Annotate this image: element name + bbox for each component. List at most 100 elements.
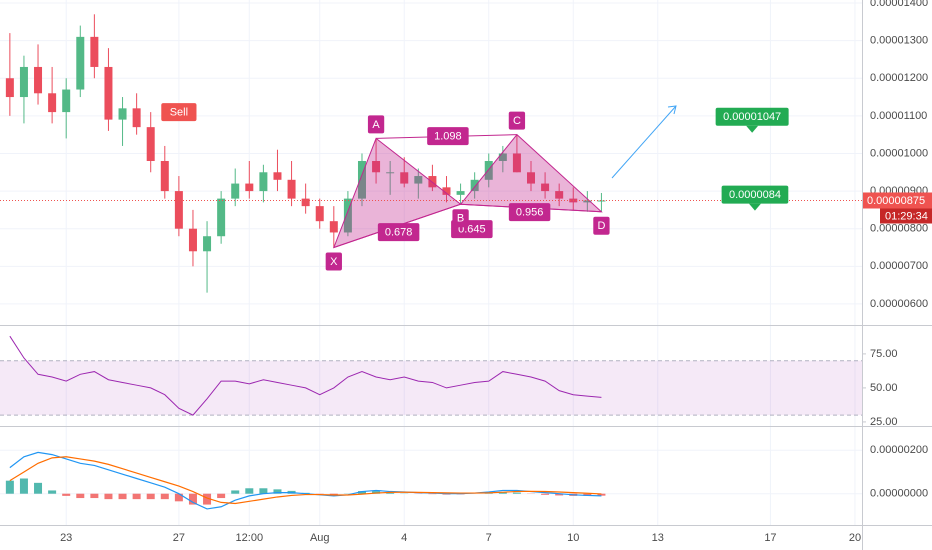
histogram-bar (48, 490, 57, 494)
candle-body (386, 172, 395, 174)
candle-body (188, 228, 197, 252)
candle-body (315, 206, 324, 222)
candle-body (90, 36, 99, 67)
histogram-bar (90, 493, 99, 499)
y-tick-label: 0.00001000 (870, 147, 928, 159)
candle-body (146, 127, 155, 161)
histogram-bar (203, 493, 212, 505)
y-tick-label: 50.00 (870, 382, 898, 394)
pattern-ratio-box (377, 223, 420, 242)
x-tick-label: 10 (567, 532, 579, 544)
labels: 23 27 12:00 Aug 4 7 10 13 17 20 0.00000600 0.000007… (60, 0, 932, 544)
candle-body (456, 191, 465, 195)
candle-body (160, 160, 169, 192)
candle-body (400, 172, 409, 184)
y-tick-label: 0.00000200 (870, 444, 928, 456)
candle-body (583, 200, 592, 203)
candle-body (104, 66, 113, 120)
histogram-bar (498, 491, 507, 494)
target-label: 0.0000084 (729, 189, 781, 201)
pattern-point-box (593, 216, 610, 235)
candle-body (5, 78, 14, 98)
x-tick-label: 23 (60, 532, 72, 544)
candle-body (62, 89, 71, 113)
target-label: 0.00001047 (723, 111, 781, 123)
histogram-bar (386, 492, 395, 494)
candle-body (329, 221, 338, 233)
y-tick-label: 0.00001200 (870, 72, 928, 84)
histogram-bar (597, 493, 606, 496)
histogram-bar (5, 480, 14, 494)
macd-line (9, 456, 602, 505)
histogram-bar (231, 490, 240, 494)
rsi-line (9, 335, 602, 416)
y-tick-label: 0.00001100 (870, 110, 927, 122)
pattern-point-box (325, 252, 342, 271)
pattern-ratio: 1.098 (434, 131, 462, 143)
pattern-ratio: 0.678 (385, 226, 413, 238)
countdown-box (880, 208, 932, 224)
candle-body (34, 66, 43, 94)
pattern-point: X (330, 256, 338, 268)
y-tick-label: 0.00001400 (870, 0, 928, 9)
target-pointer (746, 125, 759, 133)
pattern-point: D (597, 220, 605, 232)
histogram-bar (541, 493, 550, 495)
candle-body (245, 183, 254, 192)
pattern-point-box (508, 111, 526, 130)
x-tick-label: Aug (310, 532, 330, 544)
x-tick-label: 13 (652, 532, 664, 544)
candle-body (527, 172, 536, 184)
pattern-point: C (513, 115, 521, 127)
pattern-point: A (372, 119, 380, 131)
candle-body (301, 198, 310, 207)
histogram-bar (329, 493, 338, 495)
candle-body (498, 153, 507, 161)
y-tick-label: 25.00 (870, 416, 898, 428)
candle-body (76, 36, 85, 90)
candle-body (19, 66, 28, 98)
last-price-label: 0.00000875 (867, 195, 925, 207)
pattern-ratio-box (427, 127, 469, 146)
target-label-box (721, 185, 789, 204)
candle-body (259, 172, 268, 192)
sell-signal: Sell (170, 107, 188, 119)
candle-body (442, 187, 451, 195)
x-tick-label: 20 (849, 532, 861, 544)
candle-body (484, 160, 493, 180)
y-tick-label: 0.00000000 (870, 488, 928, 500)
histogram-bar (583, 493, 592, 496)
last-price-box (863, 192, 932, 209)
histogram-bar (217, 493, 226, 499)
x-tick-label: 17 (764, 532, 776, 544)
candle-body (203, 236, 212, 252)
plot (0, 14, 862, 510)
x-tick-label: 27 (173, 532, 185, 544)
projection-arrow (611, 105, 677, 179)
y-tick-label: 0.00000700 (870, 260, 928, 272)
countdown-label: 01:29:34 (885, 210, 928, 222)
candle-body (372, 160, 381, 173)
x-tick-label: 4 (401, 532, 407, 544)
x-tick-label: 7 (486, 532, 492, 544)
candle-body (174, 191, 183, 229)
histogram-bar (160, 493, 169, 500)
histogram-bar (188, 493, 197, 505)
candle-body (555, 191, 564, 199)
histogram-bar (273, 489, 282, 494)
pattern-point: B (457, 213, 464, 225)
candle-body (541, 183, 550, 192)
y-tick-label: 0.00000600 (870, 298, 928, 310)
pattern-ratio-box (508, 203, 551, 222)
histogram-bar (357, 491, 366, 494)
candle-body (48, 93, 57, 113)
candle-body (470, 179, 479, 192)
target-label-box (715, 107, 789, 126)
histogram-bar (34, 482, 43, 494)
candle-body (597, 200, 606, 202)
candle-body (287, 179, 296, 199)
histogram-bar (259, 488, 268, 494)
candle-body (231, 183, 240, 199)
